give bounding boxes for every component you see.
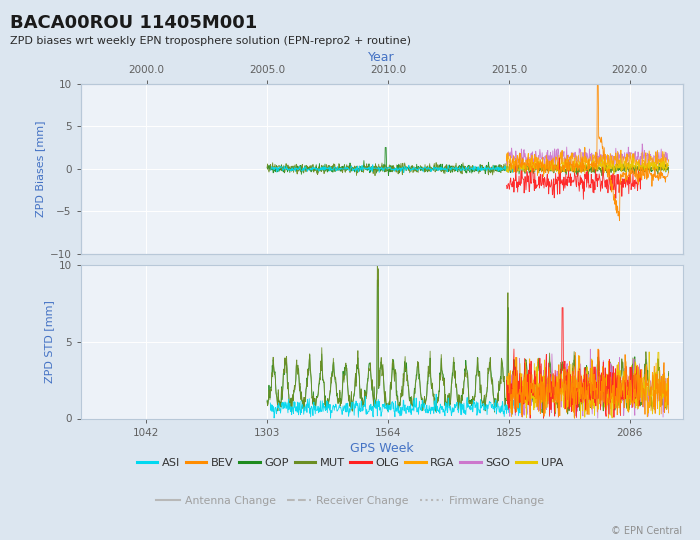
Y-axis label: ZPD STD [mm]: ZPD STD [mm] [44, 300, 54, 383]
Text: BACA00ROU 11405M001: BACA00ROU 11405M001 [10, 14, 258, 31]
X-axis label: Year: Year [368, 51, 395, 64]
Text: ZPD biases wrt weekly EPN troposphere solution (EPN-repro2 + routine): ZPD biases wrt weekly EPN troposphere so… [10, 36, 412, 46]
Legend: Antenna Change, Receiver Change, Firmware Change: Antenna Change, Receiver Change, Firmwar… [152, 491, 548, 510]
X-axis label: GPS Week: GPS Week [350, 442, 413, 455]
Legend: ASI, BEV, GOP, MUT, OLG, RGA, SGO, UPA: ASI, BEV, GOP, MUT, OLG, RGA, SGO, UPA [132, 453, 568, 472]
Y-axis label: ZPD Biases [mm]: ZPD Biases [mm] [36, 120, 46, 217]
Text: © EPN Central: © EPN Central [611, 525, 682, 536]
